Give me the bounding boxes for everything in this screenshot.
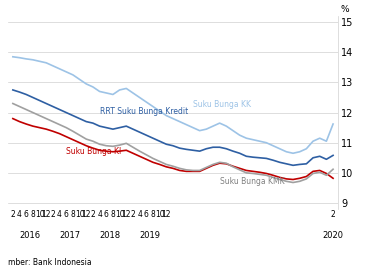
Text: 2019: 2019	[139, 231, 160, 240]
Text: 2016: 2016	[19, 231, 40, 240]
Text: Suku Bunga KI: Suku Bunga KI	[66, 147, 121, 156]
Text: 2017: 2017	[59, 231, 80, 240]
Text: mber: Bank Indonesia: mber: Bank Indonesia	[8, 258, 91, 267]
Text: Suku Bunga KMK: Suku Bunga KMK	[220, 177, 284, 186]
Text: %: %	[340, 5, 349, 14]
Text: 2018: 2018	[99, 231, 120, 240]
Text: 2020: 2020	[323, 231, 344, 240]
Text: RRT Suku Bunga Kredit: RRT Suku Bunga Kredit	[100, 107, 188, 116]
Text: Suku Bunga KK: Suku Bunga KK	[193, 100, 251, 109]
